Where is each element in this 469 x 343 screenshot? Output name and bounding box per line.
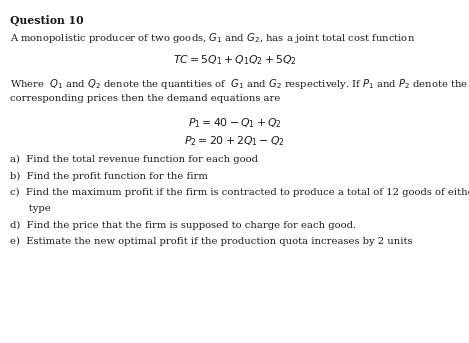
Text: A monopolistic producer of two goods, $G_1$ and $G_2$, has a joint total cost fu: A monopolistic producer of two goods, $G…: [10, 31, 416, 45]
Text: corresponding prices then the demand equations are: corresponding prices then the demand equ…: [10, 94, 280, 103]
Text: Where  $Q_1$ and $Q_2$ denote the quantities of  $G_1$ and $G_2$ respectively. I: Where $Q_1$ and $Q_2$ denote the quantit…: [10, 77, 469, 91]
Text: e)  Estimate the new optimal profit if the production quota increases by 2 units: e) Estimate the new optimal profit if th…: [10, 237, 413, 247]
Text: type: type: [10, 204, 51, 213]
Text: a)  Find the total revenue function for each good: a) Find the total revenue function for e…: [10, 155, 258, 164]
Text: $P_2 = 20 + 2Q_1 - Q_2$: $P_2 = 20 + 2Q_1 - Q_2$: [184, 134, 285, 147]
Text: c)  Find the maximum profit if the firm is contracted to produce a total of 12 g: c) Find the maximum profit if the firm i…: [10, 188, 469, 197]
Text: $P_1 = 40 - Q_1 + Q_2$: $P_1 = 40 - Q_1 + Q_2$: [188, 116, 281, 130]
Text: b)  Find the profit function for the firm: b) Find the profit function for the firm: [10, 172, 208, 181]
Text: $TC = 5Q_1 + Q_1Q_2 + 5Q_2$: $TC = 5Q_1 + Q_1Q_2 + 5Q_2$: [173, 53, 296, 67]
Text: Question 10: Question 10: [10, 14, 84, 26]
Text: d)  Find the price that the firm is supposed to charge for each good.: d) Find the price that the firm is suppo…: [10, 221, 356, 230]
